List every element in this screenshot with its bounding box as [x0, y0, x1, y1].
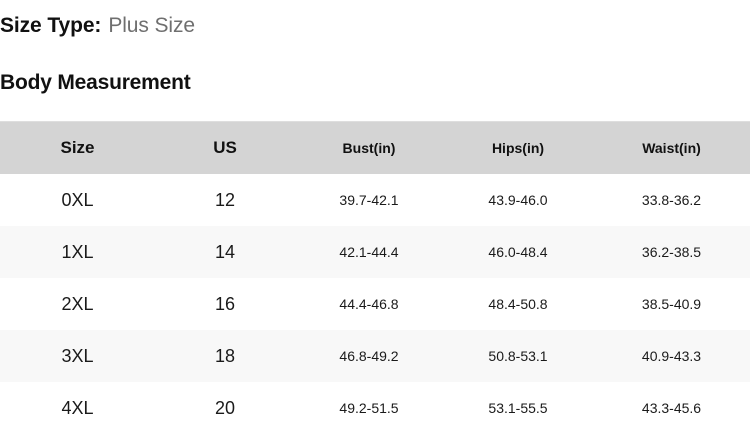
table-row: 0XL 12 39.7-42.1 43.9-46.0 33.8-36.2 — [0, 174, 750, 226]
column-header-us: US — [155, 121, 295, 174]
size-measurement-table: Size US Bust(in) Hips(in) Waist(in) 0XL … — [0, 121, 750, 434]
cell-bust: 49.2-51.5 — [339, 400, 399, 416]
cell-waist: 36.2-38.5 — [641, 244, 702, 260]
cell-waist: 43.3-45.6 — [641, 400, 702, 416]
cell-hips: 50.8-53.1 — [488, 348, 548, 364]
table-row: 3XL 18 46.8-49.2 50.8-53.1 40.9-43.3 — [0, 330, 750, 382]
column-header-size: Size — [0, 121, 155, 174]
cell-bust: 46.8-49.2 — [339, 348, 399, 364]
cell-bust: 39.7-42.1 — [339, 192, 399, 208]
cell-size: 2XL — [61, 293, 94, 314]
cell-us: 20 — [214, 397, 236, 418]
cell-hips: 48.4-50.8 — [488, 296, 548, 312]
cell-us: 18 — [214, 345, 236, 366]
cell-bust: 44.4-46.8 — [339, 296, 399, 312]
column-header-hips: Hips(in) — [443, 121, 593, 174]
table-body: 0XL 12 39.7-42.1 43.9-46.0 33.8-36.2 1XL… — [0, 174, 750, 434]
body-measurement-heading: Body Measurement — [0, 71, 191, 94]
cell-size: 4XL — [61, 397, 94, 418]
table-header-row: Size US Bust(in) Hips(in) Waist(in) — [0, 121, 750, 174]
size-type-row: Size Type: Plus Size — [0, 12, 195, 40]
table-header: Size US Bust(in) Hips(in) Waist(in) — [0, 121, 750, 174]
size-type-label: Size Type: — [0, 14, 102, 37]
cell-waist: 38.5-40.9 — [641, 296, 702, 312]
cell-size: 3XL — [61, 345, 94, 366]
cell-bust: 42.1-44.4 — [339, 244, 399, 260]
cell-size: 1XL — [61, 241, 94, 262]
table-row: 4XL 20 49.2-51.5 53.1-55.5 43.3-45.6 — [0, 382, 750, 434]
cell-us: 12 — [214, 189, 236, 210]
cell-us: 14 — [214, 241, 236, 262]
column-header-waist: Waist(in) — [593, 121, 750, 174]
cell-hips: 53.1-55.5 — [488, 400, 548, 416]
cell-hips: 43.9-46.0 — [488, 192, 548, 208]
cell-us: 16 — [214, 293, 236, 314]
size-type-value: Plus Size — [108, 14, 195, 37]
cell-waist: 40.9-43.3 — [641, 348, 702, 364]
cell-size: 0XL — [61, 189, 94, 210]
table-row: 2XL 16 44.4-46.8 48.4-50.8 38.5-40.9 — [0, 278, 750, 330]
column-header-bust: Bust(in) — [295, 121, 443, 174]
cell-waist: 33.8-36.2 — [641, 192, 702, 208]
cell-hips: 46.0-48.4 — [488, 244, 548, 260]
table-row: 1XL 14 42.1-44.4 46.0-48.4 36.2-38.5 — [0, 226, 750, 278]
